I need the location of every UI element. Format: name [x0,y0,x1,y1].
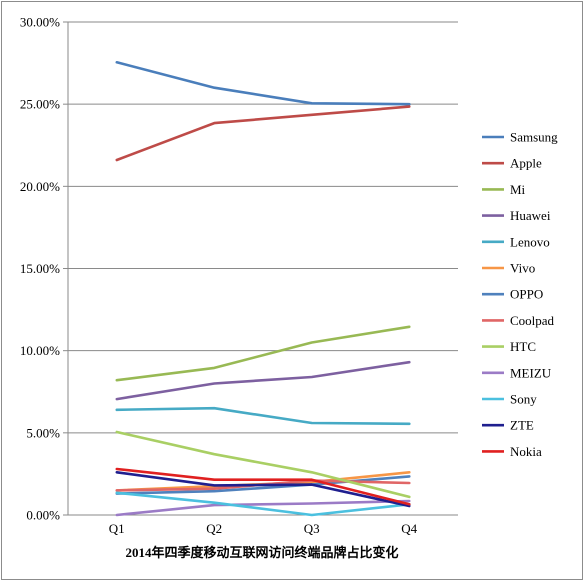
axes [67,22,458,516]
y-tick-label: 25.00% [20,97,60,112]
x-tick-label: Q4 [401,521,417,536]
legend-label-oppo: OPPO [510,287,543,302]
series-line-lenovo [115,406,411,426]
series-line-huawei [115,360,411,401]
y-tick-label: 5.00% [26,425,60,440]
y-tick-label: 20.00% [20,179,60,194]
legend-label-apple: Apple [510,156,542,171]
y-tick-label: 0.00% [26,508,60,523]
series-line-apple [115,105,411,162]
legend: Samsung Apple Mi Huawei Lenovo Vivo OPPO Coolpa… [482,130,558,459]
legend-label-meizu: MEIZU [510,365,552,380]
legend-label-zte: ZTE [510,418,534,433]
legend-label-sony: Sony [510,392,537,407]
x-axis-ticks: Q1 Q2 Q3 Q4 [109,521,418,536]
series-line-mi [115,325,411,382]
y-tick-label: 15.00% [20,261,60,276]
series-line-samsung [115,60,411,106]
series-lines [115,60,411,517]
series-line-htc [115,430,411,499]
x-tick-label: Q1 [109,521,125,536]
series-line-nokia [115,467,411,506]
legend-label-huawei: Huawei [510,208,551,223]
x-axis-title: 2014年四季度移动互联网访问终端品牌占比变化 [125,545,398,560]
legend-label-htc: HTC [510,339,536,354]
series-line-meizu [115,499,411,517]
gridlines [68,21,458,434]
legend-label-mi: Mi [510,182,526,197]
series-line-sony [115,491,411,517]
x-tick-label: Q3 [304,521,320,536]
series-line-zte [115,470,411,508]
y-tick-label: 30.00% [20,15,60,30]
legend-label-coolpad: Coolpad [510,313,555,328]
legend-label-samsung: Samsung [510,130,558,145]
y-tick-label: 10.00% [20,343,60,358]
legend-label-lenovo: Lenovo [510,234,550,249]
x-tick-label: Q2 [206,521,222,536]
y-axis-ticks: 0.00% 5.00% 10.00% 15.00% 20.00% 25.00% 30.00% [20,15,68,523]
legend-label-nokia: Nokia [510,444,542,459]
legend-label-vivo: Vivo [510,261,535,276]
